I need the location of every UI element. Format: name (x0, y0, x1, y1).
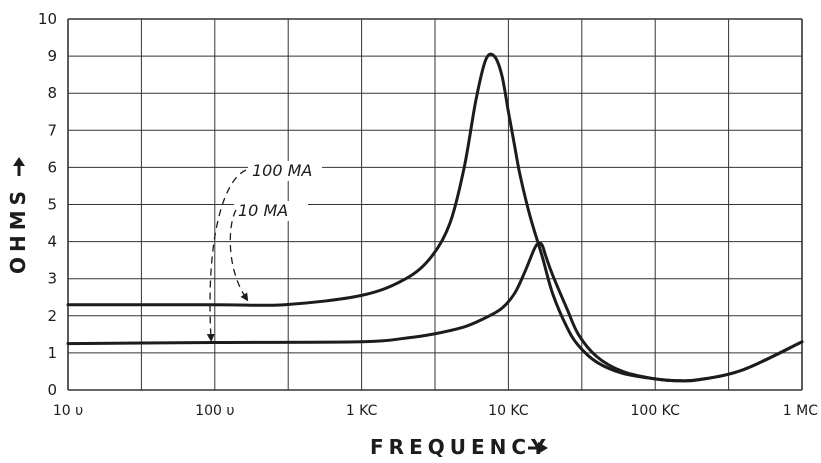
y-axis-arrow-icon (13, 157, 25, 176)
y-tick-label: 8 (47, 84, 57, 102)
annotation-label-background (248, 161, 322, 181)
x-axis-title: FREQUENCY (370, 435, 551, 459)
annotations: 100 MA 10 MA (206, 161, 322, 342)
annotation-label-10-ma: 10 MA (238, 201, 288, 220)
y-tick-label: 0 (47, 381, 57, 399)
x-tick-label: 100 KC (631, 403, 681, 419)
series-lines (66, 52, 804, 383)
x-tick-label: 1 KC (346, 403, 378, 419)
y-tick-label: 7 (47, 121, 57, 139)
y-tick-label: 1 (47, 344, 57, 362)
x-tick-label: 10 υ (53, 403, 83, 419)
y-tick-label: 9 (47, 47, 57, 65)
x-tick-label: 1 MC (783, 403, 818, 419)
grid (67, 18, 803, 391)
annotation-label-100-ma: 100 MA (252, 161, 312, 180)
y-tick-label: 6 (47, 158, 57, 176)
y-tick-label: 2 (47, 307, 57, 325)
x-axis-arrow-icon (528, 442, 548, 454)
series-line-10-ma (66, 241, 804, 383)
tick-labels: 0 1 2 3 4 5 6 7 8 9 10 10 υ 100 υ 1 KC 10 KC 100 KC 1 MC (38, 10, 818, 419)
annotation-arrow-10-ma (229, 209, 249, 302)
y-tick-label: 5 (47, 196, 57, 214)
annotation-label-background (234, 201, 308, 221)
y-tick-label: 10 (38, 10, 57, 28)
annotation-arrow-100-ma (206, 169, 247, 342)
x-tick-label: 10 KC (488, 403, 529, 419)
y-axis-title: OHMS (6, 186, 30, 274)
y-tick-label: 4 (47, 233, 57, 251)
y-tick-label: 3 (47, 270, 57, 288)
x-tick-label: 100 υ (195, 403, 234, 419)
